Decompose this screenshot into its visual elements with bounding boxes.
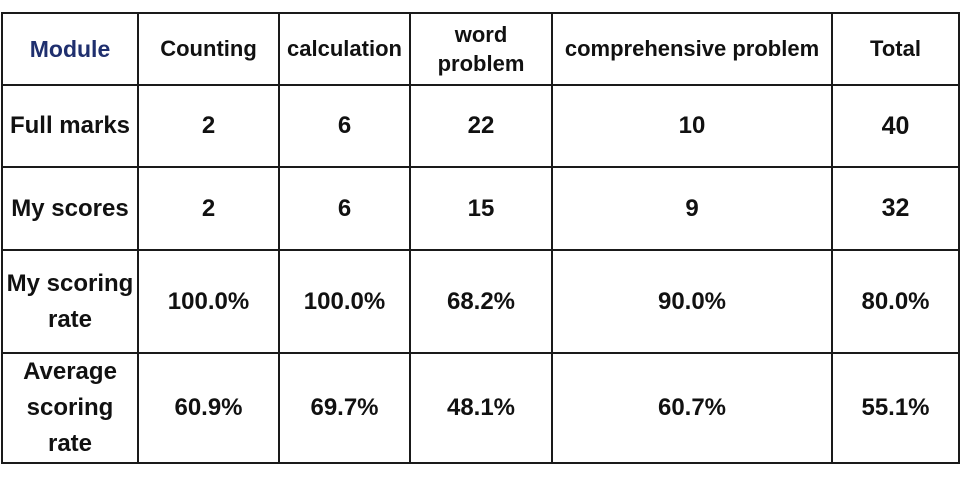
row-header-average-scoring-rate: Average scoring rate	[1, 352, 139, 464]
cell-avg-rate-counting: 60.9%	[137, 352, 280, 464]
table-row-average-scoring-rate: Average scoring rate 60.9% 69.7% 48.1% 6…	[1, 352, 960, 464]
column-header-total: Total	[831, 12, 960, 86]
table-row-my-scores: My scores 2 6 15 9 32	[1, 166, 960, 251]
column-header-counting: Counting	[137, 12, 280, 86]
column-header-module: Module	[1, 12, 139, 86]
cell-full-marks-calculation: 6	[278, 84, 411, 168]
cell-avg-rate-comprehensive-problem: 60.7%	[551, 352, 833, 464]
cell-my-rate-total: 80.0%	[831, 249, 960, 354]
cell-my-scores-total: 32	[831, 166, 960, 251]
cell-my-scores-word-problem: 15	[409, 166, 553, 251]
cell-avg-rate-calculation: 69.7%	[278, 352, 411, 464]
score-table-container: Module Counting calculation word problem…	[1, 12, 960, 464]
cell-my-rate-word-problem: 68.2%	[409, 249, 553, 354]
cell-my-scores-calculation: 6	[278, 166, 411, 251]
cell-avg-rate-total: 55.1%	[831, 352, 960, 464]
cell-my-rate-calculation: 100.0%	[278, 249, 411, 354]
cell-full-marks-word-problem: 22	[409, 84, 553, 168]
cell-my-rate-comprehensive-problem: 90.0%	[551, 249, 833, 354]
table-row-my-scoring-rate: My scoring rate 100.0% 100.0% 68.2% 90.0…	[1, 249, 960, 354]
cell-avg-rate-word-problem: 48.1%	[409, 352, 553, 464]
column-header-word-problem: word problem	[409, 12, 553, 86]
row-header-full-marks: Full marks	[1, 84, 139, 168]
cell-my-scores-comprehensive-problem: 9	[551, 166, 833, 251]
row-header-my-scoring-rate: My scoring rate	[1, 249, 139, 354]
column-header-calculation: calculation	[278, 12, 411, 86]
cell-full-marks-total: 40	[831, 84, 960, 168]
header-row: Module Counting calculation word problem…	[1, 12, 960, 86]
row-header-my-scores: My scores	[1, 166, 139, 251]
cell-full-marks-counting: 2	[137, 84, 280, 168]
cell-full-marks-comprehensive-problem: 10	[551, 84, 833, 168]
column-header-comprehensive-problem: comprehensive problem	[551, 12, 833, 86]
cell-my-scores-counting: 2	[137, 166, 280, 251]
score-table: Module Counting calculation word problem…	[1, 12, 960, 464]
cell-my-rate-counting: 100.0%	[137, 249, 280, 354]
table-row-full-marks: Full marks 2 6 22 10 40	[1, 84, 960, 168]
